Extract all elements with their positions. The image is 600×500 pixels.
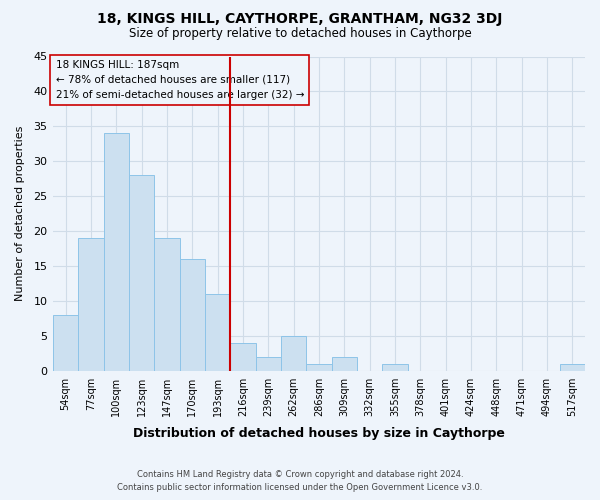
Text: Contains HM Land Registry data © Crown copyright and database right 2024.
Contai: Contains HM Land Registry data © Crown c… [118,470,482,492]
Text: 18 KINGS HILL: 187sqm
← 78% of detached houses are smaller (117)
21% of semi-det: 18 KINGS HILL: 187sqm ← 78% of detached … [56,60,304,100]
Text: 18, KINGS HILL, CAYTHORPE, GRANTHAM, NG32 3DJ: 18, KINGS HILL, CAYTHORPE, GRANTHAM, NG3… [97,12,503,26]
Bar [53,315,79,371]
Text: Size of property relative to detached houses in Caythorpe: Size of property relative to detached ho… [128,28,472,40]
Bar [179,259,205,371]
Bar [154,238,179,371]
Bar [332,357,357,371]
Bar [230,343,256,371]
Bar [129,176,154,371]
Bar [205,294,230,371]
Bar [79,238,104,371]
Bar [281,336,307,371]
Y-axis label: Number of detached properties: Number of detached properties [15,126,25,302]
Bar [256,357,281,371]
Bar [104,134,129,371]
Bar [382,364,407,371]
Bar [307,364,332,371]
X-axis label: Distribution of detached houses by size in Caythorpe: Distribution of detached houses by size … [133,427,505,440]
Bar [560,364,585,371]
